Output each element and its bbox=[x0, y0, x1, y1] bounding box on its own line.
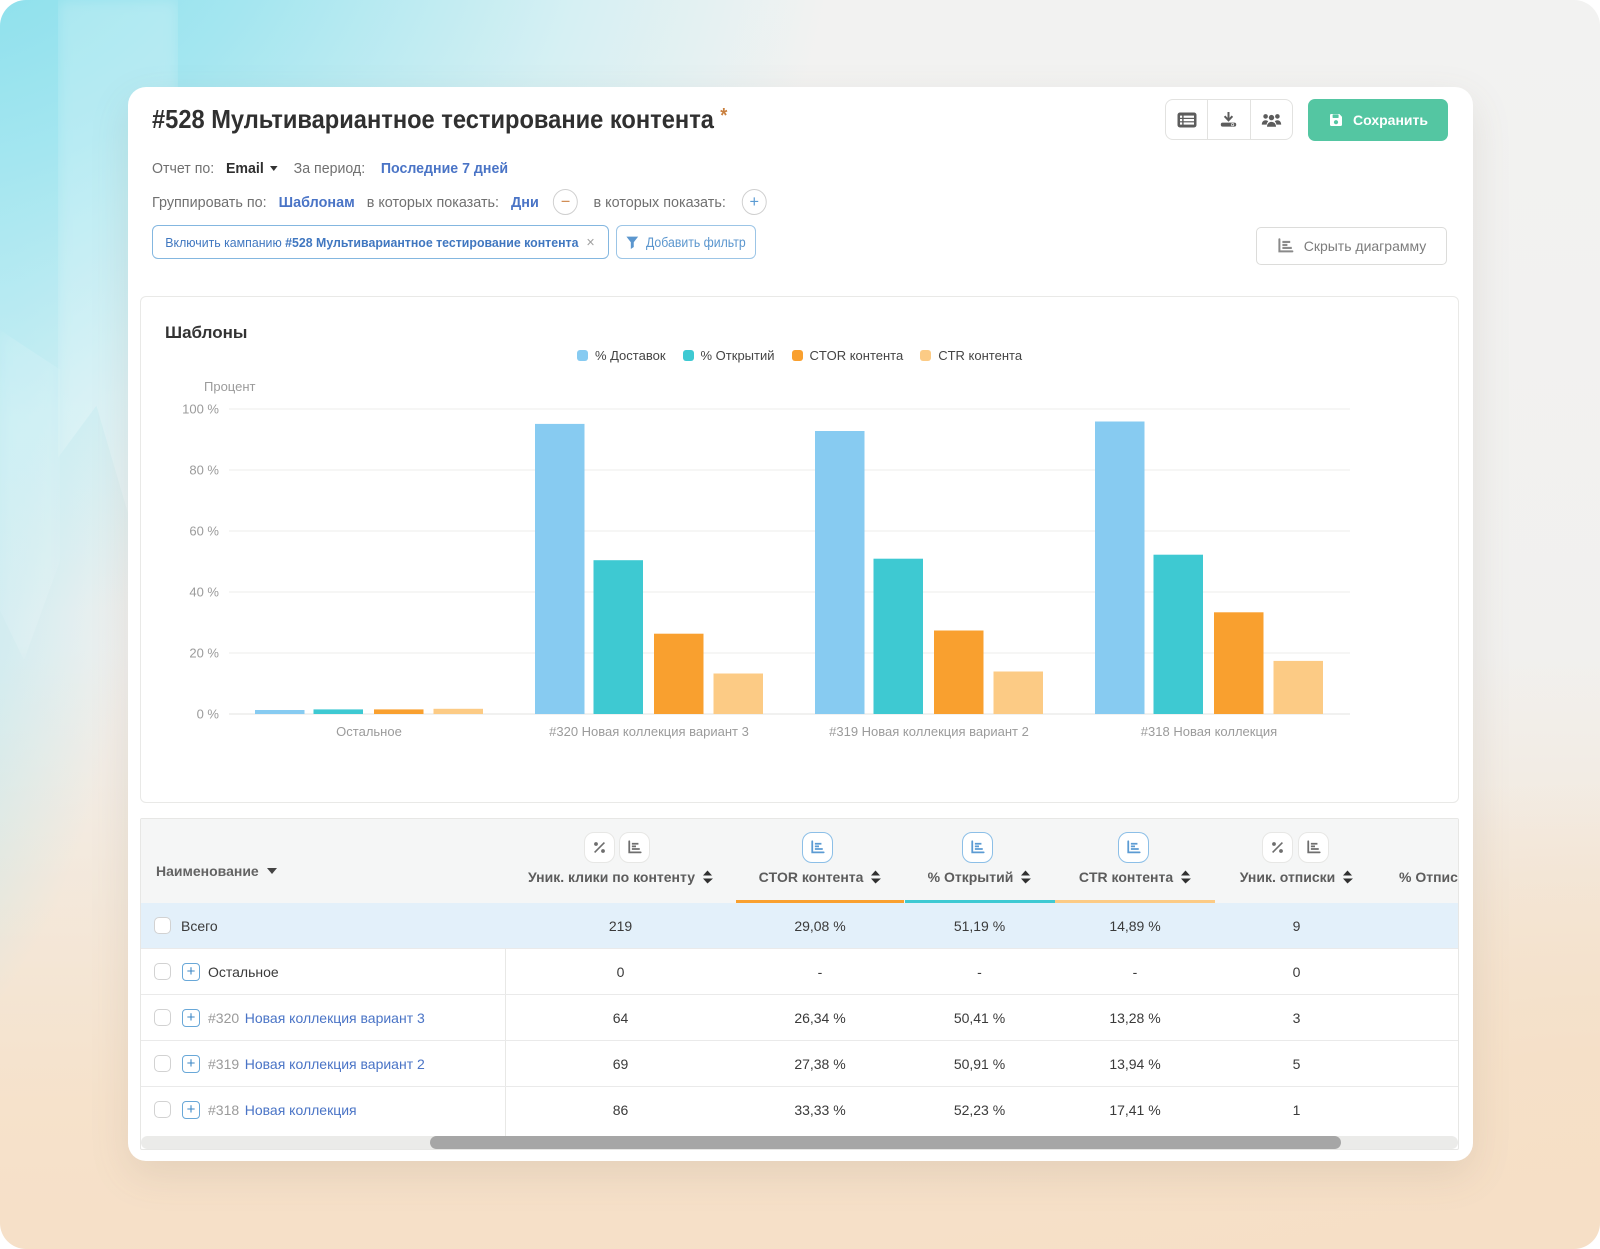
svg-text:#319 Новая коллекция вариант 2: #319 Новая коллекция вариант 2 bbox=[829, 724, 1029, 739]
svg-text:0 %: 0 % bbox=[197, 707, 220, 722]
svg-text:Остальное: Остальное bbox=[336, 724, 402, 739]
svg-text:#320 Новая коллекция вариант 3: #320 Новая коллекция вариант 3 bbox=[549, 724, 749, 739]
svg-text:#318 Новая коллекция: #318 Новая коллекция bbox=[1141, 724, 1277, 739]
svg-text:80 %: 80 % bbox=[189, 463, 219, 478]
svg-text:100 %: 100 % bbox=[182, 402, 219, 417]
svg-text:Процент: Процент bbox=[204, 379, 256, 394]
svg-text:60 %: 60 % bbox=[189, 524, 219, 539]
svg-text:40 %: 40 % bbox=[189, 585, 219, 600]
svg-text:20 %: 20 % bbox=[189, 646, 219, 661]
